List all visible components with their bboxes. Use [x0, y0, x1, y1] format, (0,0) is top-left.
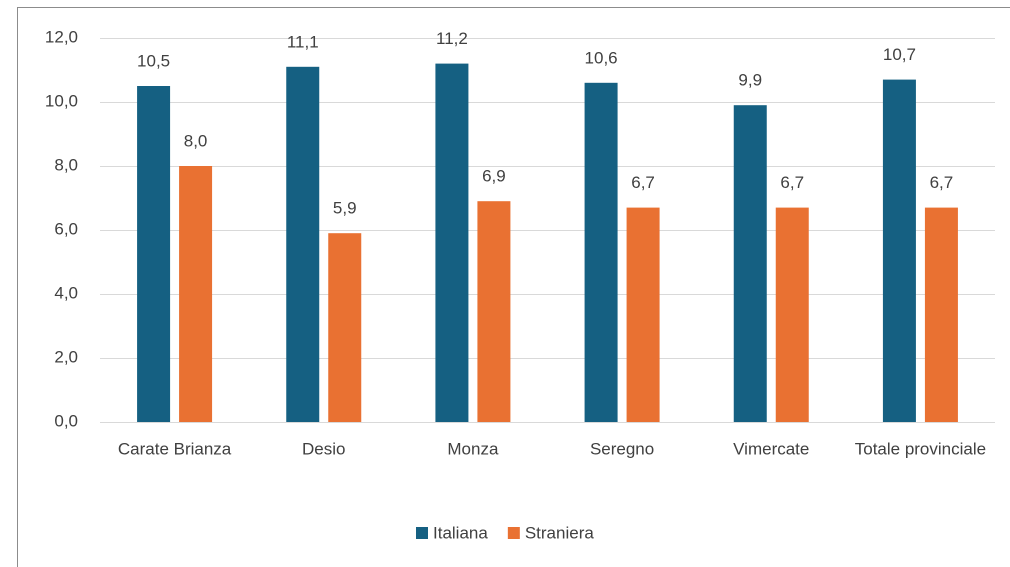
- bar: [775, 207, 809, 422]
- value-label: 10,6: [585, 48, 618, 67]
- bar: [733, 105, 767, 422]
- value-label: 6,7: [930, 173, 954, 192]
- x-tick-label: Vimercate: [733, 439, 809, 458]
- value-label: 11,1: [287, 32, 319, 51]
- bar: [626, 207, 660, 422]
- bar: [286, 66, 320, 423]
- legend-label: Straniera: [525, 523, 595, 542]
- value-label: 10,5: [137, 51, 170, 70]
- bar: [584, 82, 618, 423]
- legend-label: Italiana: [433, 523, 488, 542]
- value-label: 11,2: [436, 29, 468, 48]
- bar: [435, 63, 469, 422]
- y-tick-label: 8,0: [54, 155, 78, 174]
- y-tick-label: 10,0: [45, 91, 78, 110]
- value-label: 6,9: [482, 167, 506, 186]
- x-tick-label: Totale provinciale: [855, 439, 986, 458]
- value-label: 6,7: [780, 173, 804, 192]
- bar: [882, 79, 916, 422]
- y-tick-label: 2,0: [54, 347, 78, 366]
- x-tick-label: Seregno: [590, 439, 654, 458]
- x-tick-label: Monza: [447, 439, 499, 458]
- value-label: 10,7: [883, 45, 916, 64]
- y-tick-label: 6,0: [54, 219, 78, 238]
- value-label: 6,7: [631, 173, 655, 192]
- x-tick-label: Carate Brianza: [118, 439, 232, 458]
- bar: [328, 233, 362, 422]
- value-label: 9,9: [738, 71, 762, 90]
- legend-swatch: [507, 527, 520, 539]
- bar: [924, 207, 958, 422]
- legend-swatch: [416, 527, 428, 539]
- y-tick-label: 4,0: [54, 283, 78, 302]
- bar: [137, 86, 171, 422]
- value-label: 5,9: [333, 199, 357, 218]
- bar: [477, 201, 511, 422]
- bar: [179, 166, 213, 422]
- value-label: 8,0: [184, 131, 208, 150]
- x-tick-label: Desio: [302, 439, 345, 458]
- y-tick-label: 0,0: [54, 411, 78, 430]
- y-tick-label: 12,0: [45, 27, 78, 46]
